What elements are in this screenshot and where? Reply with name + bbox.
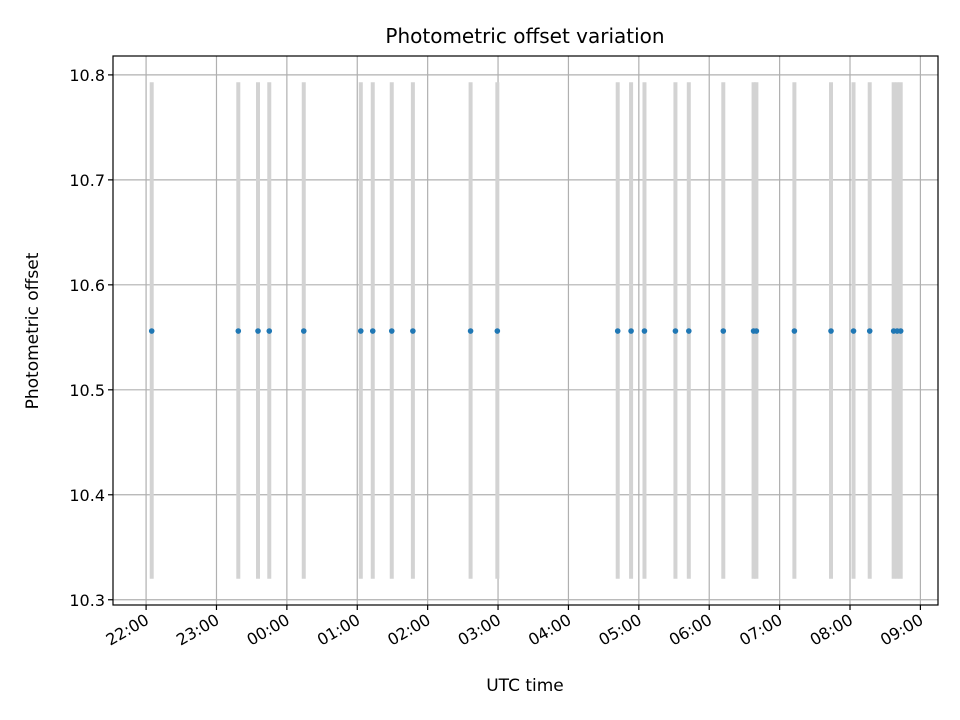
data-point [614, 328, 621, 334]
data-point [628, 328, 634, 334]
data-point [828, 328, 834, 334]
x-axis-label: UTC time [486, 676, 564, 696]
data-point [641, 328, 648, 334]
data-point [369, 328, 376, 334]
data-point [720, 328, 727, 334]
data-point [753, 328, 760, 334]
data-point [791, 328, 798, 334]
data-point [897, 328, 904, 334]
data-point [300, 328, 307, 334]
y-tick-label: 10.7 [69, 171, 105, 190]
data-point [388, 328, 395, 334]
data-point [255, 328, 261, 334]
y-tick-label: 10.4 [69, 486, 105, 505]
data-point [467, 328, 474, 334]
y-tick-label: 10.3 [69, 591, 105, 610]
y-tick-label: 10.5 [69, 381, 105, 400]
data-point [266, 328, 273, 334]
y-axis: 10.3 10.4 10.5 10.6 10.7 10.8 [69, 66, 113, 610]
y-tick-label: 10.8 [69, 66, 105, 85]
data-point [866, 328, 873, 334]
data-point [235, 328, 242, 334]
data-point [850, 328, 857, 334]
data-point [148, 328, 155, 334]
y-axis-label: Photometric offset [23, 252, 43, 409]
data-point [686, 328, 692, 334]
plot-frame [112, 55, 939, 606]
data-points [148, 328, 904, 334]
data-point [357, 328, 364, 334]
y-tick-label: 10.6 [69, 276, 105, 295]
data-point [494, 328, 501, 334]
chart-title: Photometric offset variation [385, 24, 664, 48]
data-point [672, 328, 679, 334]
data-point [410, 328, 416, 334]
